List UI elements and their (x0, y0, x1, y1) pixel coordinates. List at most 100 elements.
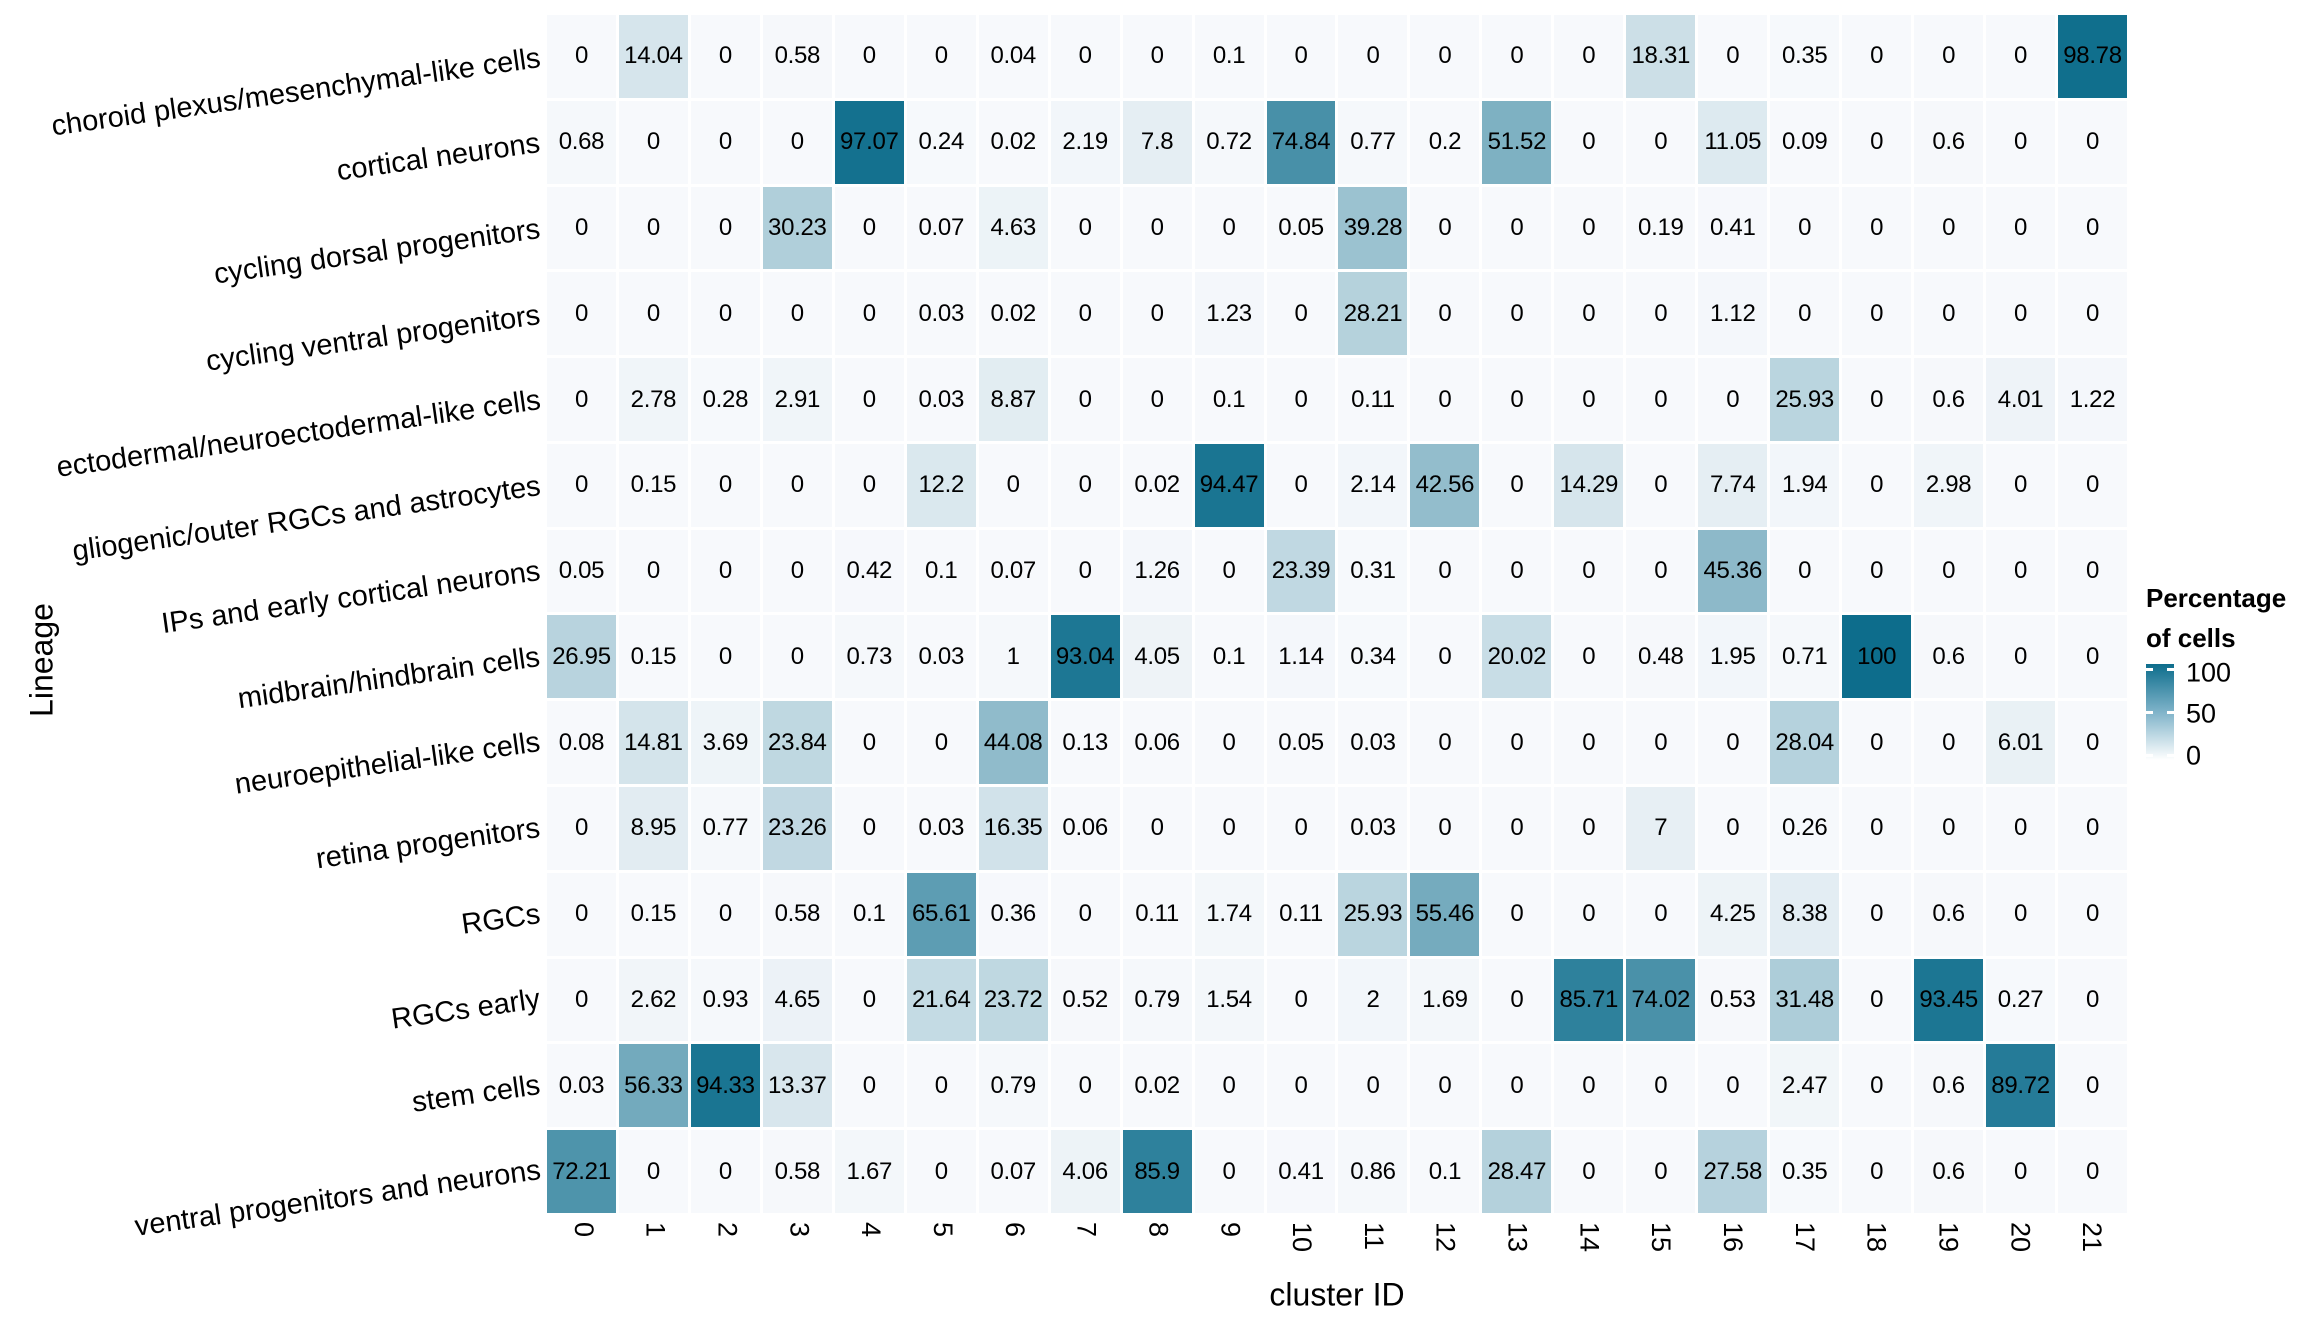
heatmap-cell: 0 (1554, 100, 1624, 184)
heatmap-cell: 0 (906, 1044, 976, 1128)
heatmap-cell: 0.35 (1770, 1130, 1840, 1213)
column-label: 11 (1358, 1222, 1389, 1251)
heatmap-cell: 0 (1050, 15, 1120, 98)
heatmap-cell: 0.03 (1338, 787, 1408, 870)
heatmap-cell: 0 (762, 529, 832, 613)
heatmap-cell: 0.73 (834, 615, 904, 699)
heatmap-cell: 0.03 (906, 615, 976, 699)
heatmap-cell: 8.87 (978, 358, 1048, 441)
heatmap-cell: 0.2 (1410, 100, 1480, 184)
heatmap-cell: 0 (1770, 272, 1840, 356)
heatmap-cell: 0 (834, 186, 904, 270)
heatmap-cell: 26.95 (547, 615, 616, 699)
heatmap-cell: 0 (1554, 358, 1624, 441)
heatmap-cell: 0.05 (547, 529, 616, 613)
heatmap-cell: 4.65 (762, 958, 832, 1042)
heatmap-cell: 2.14 (1338, 443, 1408, 527)
heatmap-cell: 0 (1194, 787, 1264, 870)
heatmap-cell: 2.19 (1050, 100, 1120, 184)
heatmap-cell: 0 (1986, 1130, 2056, 1213)
heatmap-cell: 30.23 (762, 186, 832, 270)
heatmap-cell: 0 (1842, 100, 1912, 184)
heatmap-cell: 85.71 (1554, 958, 1624, 1042)
heatmap-cell: 0 (1122, 272, 1192, 356)
heatmap-cell: 28.47 (1482, 1130, 1552, 1213)
heatmap-cell: 0 (1842, 358, 1912, 441)
heatmap-cell: 0.07 (978, 1130, 1048, 1213)
heatmap-cell: 0 (834, 443, 904, 527)
heatmap-cell: 0.77 (690, 787, 760, 870)
column-label: 4 (856, 1222, 887, 1238)
heatmap-cell: 0 (1482, 701, 1552, 785)
heatmap-cell: 0 (547, 443, 616, 527)
heatmap-cell: 0 (1554, 186, 1624, 270)
heatmap-cell: 1.94 (1770, 443, 1840, 527)
column-label: 1 (640, 1222, 671, 1238)
heatmap-cell: 0 (618, 529, 688, 613)
heatmap-cell: 0.42 (834, 529, 904, 613)
heatmap-cell: 0.15 (618, 872, 688, 956)
heatmap-cell: 1.54 (1194, 958, 1264, 1042)
heatmap-cell: 2.98 (1914, 443, 1984, 527)
heatmap-cell: 0.6 (1914, 872, 1984, 956)
heatmap-cell: 0.08 (547, 701, 616, 785)
legend-title-line2: of cells (2146, 623, 2236, 653)
heatmap-cell: 0 (1842, 1044, 1912, 1128)
heatmap-cell: 0.79 (978, 1044, 1048, 1128)
heatmap-cell: 0 (1266, 1044, 1336, 1128)
column-label: 0 (568, 1222, 599, 1238)
heatmap-cell: 97.07 (834, 100, 904, 184)
heatmap-cell: 0.52 (1050, 958, 1120, 1042)
heatmap-cell: 39.28 (1338, 186, 1408, 270)
heatmap-cell: 0 (1554, 1044, 1624, 1128)
heatmap-cell: 0 (618, 272, 688, 356)
heatmap-cell: 0.6 (1914, 1130, 1984, 1213)
heatmap-cell: 0.58 (762, 15, 832, 98)
y-axis-title: Lineage (23, 603, 60, 717)
heatmap-cell: 74.84 (1266, 100, 1336, 184)
heatmap-cell: 0.03 (906, 358, 976, 441)
heatmap-cell: 7 (1626, 787, 1696, 870)
heatmap-cell: 0 (1914, 186, 1984, 270)
heatmap-cell: 0.03 (547, 1044, 616, 1128)
heatmap-cell: 0 (762, 100, 832, 184)
heatmap-cell: 42.56 (1410, 443, 1480, 527)
heatmap-cell: 28.21 (1338, 272, 1408, 356)
heatmap-cell: 0 (1842, 958, 1912, 1042)
heatmap-cell: 0 (1266, 15, 1336, 98)
heatmap-cell: 0 (1410, 15, 1480, 98)
heatmap-cell: 0.35 (1770, 15, 1840, 98)
row-label: retina progenitors (314, 812, 543, 876)
column-label: 5 (928, 1222, 958, 1238)
row-label: cycling dorsal progenitors (212, 213, 543, 291)
heatmap-cell: 0.11 (1338, 358, 1408, 441)
heatmap-cell: 0 (1266, 272, 1336, 356)
heatmap-cell: 0 (1842, 701, 1912, 785)
heatmap-cell: 0.07 (906, 186, 976, 270)
colorbar-gradient: 100 50 0 (2146, 659, 2231, 769)
heatmap-cell: 0 (2058, 958, 2127, 1042)
colorbar-tick-mark (2167, 668, 2174, 671)
heatmap-cell: 0 (1554, 15, 1624, 98)
heatmap-cell: 0 (1338, 15, 1408, 98)
heatmap-cell: 0.05 (1266, 186, 1336, 270)
heatmap-cell: 1.95 (1698, 615, 1768, 699)
heatmap-cell: 0 (1482, 958, 1552, 1042)
column-label: 19 (1933, 1222, 1964, 1253)
heatmap-cell: 0 (1698, 15, 1768, 98)
column-label: 21 (2077, 1222, 2108, 1253)
heatmap-cell: 0 (1482, 872, 1552, 956)
heatmap-cell: 0 (1482, 15, 1552, 98)
colorbar-tick-mark (2146, 711, 2153, 714)
heatmap-cell: 0 (1482, 272, 1552, 356)
heatmap-cell: 0 (547, 958, 616, 1042)
heatmap-cell: 0 (1626, 529, 1696, 613)
heatmap-cell: 0 (1986, 100, 2056, 184)
heatmap-cell: 4.25 (1698, 872, 1768, 956)
heatmap-cell: 28.04 (1770, 701, 1840, 785)
heatmap-cell: 93.45 (1914, 958, 1984, 1042)
heatmap-cell: 6.01 (1986, 701, 2056, 785)
heatmap-cell: 0 (1122, 787, 1192, 870)
heatmap-cell: 0.6 (1914, 1044, 1984, 1128)
heatmap-cell: 0 (1986, 443, 2056, 527)
